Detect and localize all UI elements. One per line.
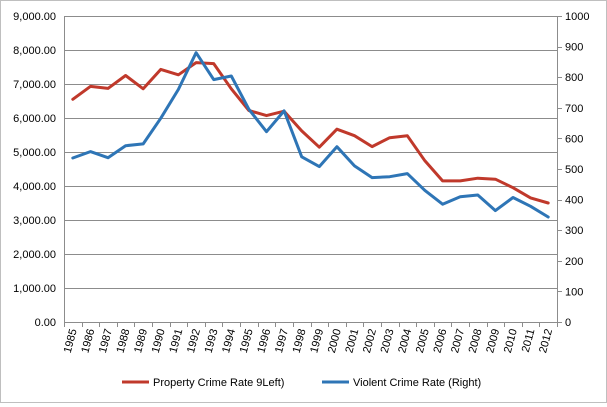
left-tick-label: 3,000.00 xyxy=(13,215,56,227)
left-tick-label: 6,000.00 xyxy=(13,113,56,125)
right-tick-label: 800 xyxy=(565,72,583,84)
x-tick-label: 1988 xyxy=(115,328,133,355)
x-tick-label: 1996 xyxy=(255,328,273,355)
right-tick-label: 600 xyxy=(565,133,583,145)
x-tick-label: 1989 xyxy=(132,328,150,355)
left-tick-label: 9,000.00 xyxy=(13,11,56,23)
series-property-crime-line xyxy=(71,61,550,205)
right-tick-label: 300 xyxy=(565,225,583,237)
left-tick-label: 5,000.00 xyxy=(13,147,56,159)
x-tick-label: 1998 xyxy=(291,328,309,355)
x-tick-label: 2008 xyxy=(467,328,485,355)
legend: Property Crime Rate 9Left) Violent Crime… xyxy=(122,377,481,389)
left-tick-label: 0.00 xyxy=(35,317,56,329)
x-tick-label: 1995 xyxy=(238,328,256,355)
left-tick-label: 7,000.00 xyxy=(13,79,56,91)
x-tick-label: 2007 xyxy=(449,328,467,355)
x-tick-label: 1994 xyxy=(220,328,238,355)
x-tick-label: 1992 xyxy=(185,328,203,355)
left-tick-label: 8,000.00 xyxy=(13,45,56,57)
x-tick-label: 1990 xyxy=(150,328,168,355)
legend-label-property-crime: Property Crime Rate 9Left) xyxy=(153,377,284,389)
gridlines xyxy=(64,16,558,323)
x-tick-label: 1985 xyxy=(62,328,80,355)
x-tick-label: 1987 xyxy=(97,328,115,355)
left-axis-ticks: 0.00 1,000.00 2,000.00 3,000.00 4,000.00 5,00… xyxy=(13,11,56,329)
x-axis-ticks: 1985 1986 1987 1988 1989 1990 1991 1992 1993 1994… xyxy=(62,322,558,354)
series-lines xyxy=(71,51,550,219)
x-tick-label: 2003 xyxy=(379,328,397,355)
left-tick-label: 1,000.00 xyxy=(13,283,56,295)
x-tick-label: 2002 xyxy=(361,328,379,355)
left-tick-label: 4,000.00 xyxy=(13,181,56,193)
x-tick-label: 2012 xyxy=(537,328,555,355)
x-tick-label: 1986 xyxy=(79,328,97,355)
series-violent-crime-line xyxy=(71,51,550,219)
right-tick-label: 400 xyxy=(565,195,583,207)
right-tick-label: 1000 xyxy=(565,11,589,23)
x-tick-label: 2004 xyxy=(396,328,414,355)
legend-label-violent-crime: Violent Crime Rate (Right) xyxy=(353,377,481,389)
x-tick-label: 1997 xyxy=(273,328,291,355)
right-tick-label: 700 xyxy=(565,103,583,115)
right-tick-label: 200 xyxy=(565,256,583,268)
right-tick-label: 500 xyxy=(565,164,583,176)
right-tick-label: 0 xyxy=(565,317,571,329)
x-tick-label: 2009 xyxy=(484,328,502,355)
x-tick-label: 2000 xyxy=(326,328,344,355)
x-tick-label: 1993 xyxy=(203,328,221,355)
right-axis-ticks: 0 100 200 300 400 500 600 700 800 900 1000 xyxy=(557,11,589,329)
right-tick-label: 900 xyxy=(565,42,583,54)
x-tick-label: 2011 xyxy=(520,328,538,354)
x-tick-label: 2005 xyxy=(414,328,432,355)
left-tick-label: 2,000.00 xyxy=(13,249,56,261)
x-tick-label: 2001 xyxy=(343,328,361,355)
right-tick-label: 100 xyxy=(565,286,583,298)
x-tick-label: 1991 xyxy=(167,328,185,355)
x-tick-label: 1999 xyxy=(308,328,326,355)
x-tick-label: 2006 xyxy=(432,328,450,355)
x-tick-label: 2010 xyxy=(502,328,520,355)
